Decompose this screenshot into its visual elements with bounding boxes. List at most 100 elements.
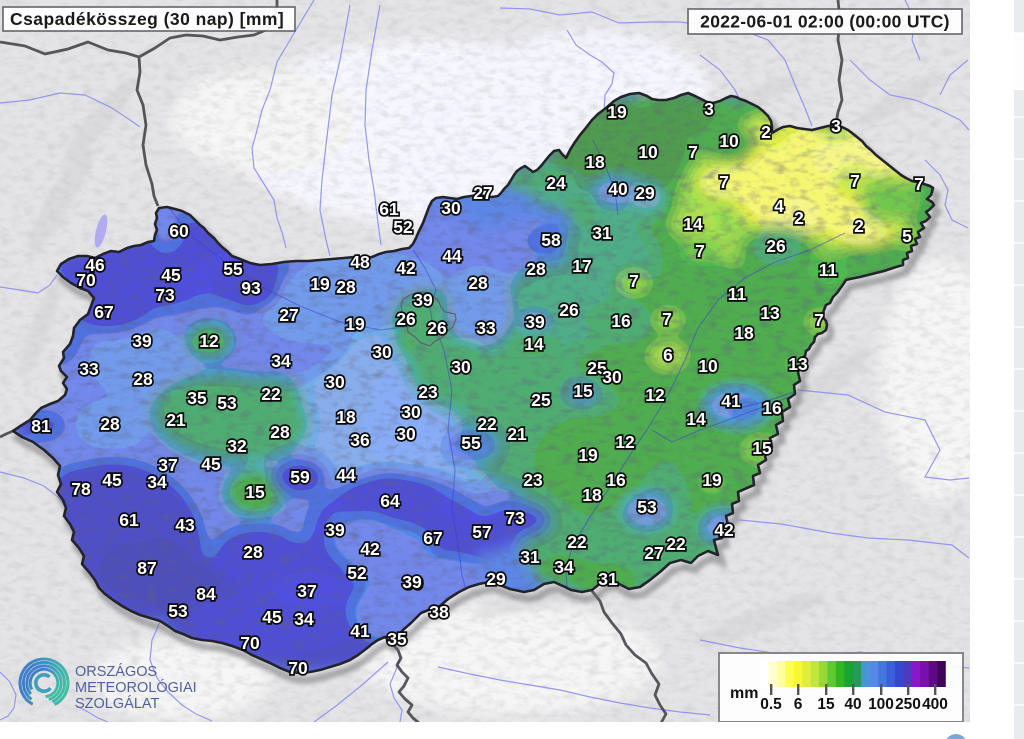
svg-text:93: 93 (241, 278, 261, 298)
svg-text:44: 44 (442, 246, 462, 266)
svg-text:70: 70 (288, 658, 308, 678)
svg-text:7: 7 (719, 172, 729, 192)
svg-text:39: 39 (403, 573, 423, 593)
svg-text:33: 33 (476, 318, 496, 338)
svg-text:87: 87 (137, 558, 156, 578)
svg-text:16: 16 (762, 398, 782, 418)
svg-text:7: 7 (695, 241, 705, 261)
svg-text:Csapadékösszeg (30 nap) [mm]: Csapadékösszeg (30 nap) [mm] (10, 9, 284, 29)
svg-text:7: 7 (850, 171, 860, 191)
svg-text:18: 18 (582, 485, 602, 505)
svg-text:2: 2 (854, 216, 864, 236)
svg-text:30: 30 (396, 424, 416, 444)
svg-text:19: 19 (607, 102, 627, 122)
svg-text:73: 73 (155, 285, 175, 305)
svg-text:28: 28 (468, 273, 488, 293)
svg-text:12: 12 (199, 331, 219, 351)
svg-text:15: 15 (752, 438, 772, 458)
svg-text:13: 13 (788, 354, 808, 374)
svg-text:11: 11 (728, 284, 747, 304)
svg-text:17: 17 (572, 256, 591, 276)
svg-text:7: 7 (914, 174, 924, 194)
svg-text:25: 25 (587, 358, 607, 378)
svg-text:28: 28 (526, 259, 546, 279)
svg-text:28: 28 (336, 277, 356, 297)
svg-text:55: 55 (223, 259, 243, 279)
svg-text:2: 2 (761, 122, 771, 142)
svg-text:19: 19 (310, 274, 330, 294)
svg-text:35: 35 (387, 629, 407, 649)
svg-text:30: 30 (372, 342, 392, 362)
svg-text:45: 45 (262, 607, 282, 627)
svg-text:26: 26 (766, 236, 786, 256)
svg-text:3: 3 (704, 99, 714, 119)
svg-text:64: 64 (380, 491, 400, 511)
svg-text:6: 6 (663, 345, 673, 365)
svg-text:12: 12 (645, 385, 665, 405)
svg-text:33: 33 (79, 359, 99, 379)
svg-text:34: 34 (147, 472, 167, 492)
svg-text:18: 18 (585, 152, 605, 172)
svg-text:84: 84 (196, 584, 216, 604)
svg-text:30: 30 (325, 372, 345, 392)
svg-text:27: 27 (473, 183, 492, 203)
svg-text:28: 28 (270, 422, 290, 442)
svg-text:42: 42 (360, 539, 380, 559)
svg-text:16: 16 (611, 311, 631, 331)
svg-text:40: 40 (608, 179, 628, 199)
svg-text:43: 43 (175, 515, 195, 535)
svg-text:2022-06-01 02:00 (00:00 UTC): 2022-06-01 02:00 (00:00 UTC) (700, 12, 950, 32)
svg-text:22: 22 (477, 414, 497, 434)
svg-text:12: 12 (615, 432, 635, 452)
svg-text:81: 81 (31, 416, 51, 436)
svg-text:29: 29 (486, 569, 506, 589)
svg-text:30: 30 (451, 357, 471, 377)
svg-text:4: 4 (774, 196, 784, 216)
svg-text:78: 78 (71, 479, 91, 499)
svg-text:37: 37 (297, 581, 316, 601)
svg-text:39: 39 (525, 312, 545, 332)
svg-text:32: 32 (227, 436, 247, 456)
svg-text:METEOROLÓGIAI: METEOROLÓGIAI (75, 679, 197, 696)
svg-text:6: 6 (794, 696, 803, 713)
svg-text:52: 52 (347, 563, 367, 583)
svg-text:31: 31 (598, 569, 618, 589)
svg-text:53: 53 (637, 497, 657, 517)
svg-text:28: 28 (133, 369, 153, 389)
svg-text:10: 10 (638, 142, 658, 162)
svg-text:52: 52 (393, 217, 413, 237)
svg-text:7: 7 (688, 142, 698, 162)
svg-text:45: 45 (161, 265, 181, 285)
svg-text:53: 53 (168, 601, 188, 621)
svg-text:15: 15 (245, 482, 265, 502)
svg-text:23: 23 (523, 470, 543, 490)
svg-text:60: 60 (169, 221, 189, 241)
svg-text:SZOLGÁLAT: SZOLGÁLAT (75, 695, 159, 712)
svg-text:44: 44 (336, 465, 356, 485)
svg-text:25: 25 (531, 390, 551, 410)
svg-text:36: 36 (350, 430, 370, 450)
svg-text:39: 39 (132, 331, 152, 351)
svg-text:45: 45 (201, 454, 221, 474)
svg-text:40: 40 (844, 696, 861, 713)
svg-text:18: 18 (336, 407, 356, 427)
svg-text:13: 13 (760, 303, 780, 323)
svg-text:7: 7 (814, 310, 824, 330)
svg-text:42: 42 (396, 258, 416, 278)
svg-text:67: 67 (94, 302, 113, 322)
svg-text:61: 61 (379, 199, 399, 219)
svg-text:70: 70 (240, 633, 260, 653)
svg-text:24: 24 (546, 173, 566, 193)
svg-text:41: 41 (350, 621, 370, 641)
svg-text:26: 26 (396, 309, 416, 329)
svg-text:31: 31 (592, 223, 612, 243)
svg-text:14: 14 (683, 214, 703, 234)
svg-text:53: 53 (217, 393, 237, 413)
svg-text:26: 26 (559, 300, 579, 320)
svg-text:38: 38 (429, 602, 449, 622)
svg-text:35: 35 (187, 388, 207, 408)
svg-text:400: 400 (922, 696, 948, 713)
svg-text:55: 55 (461, 433, 481, 453)
svg-text:39: 39 (413, 290, 433, 310)
svg-text:2: 2 (794, 208, 804, 228)
